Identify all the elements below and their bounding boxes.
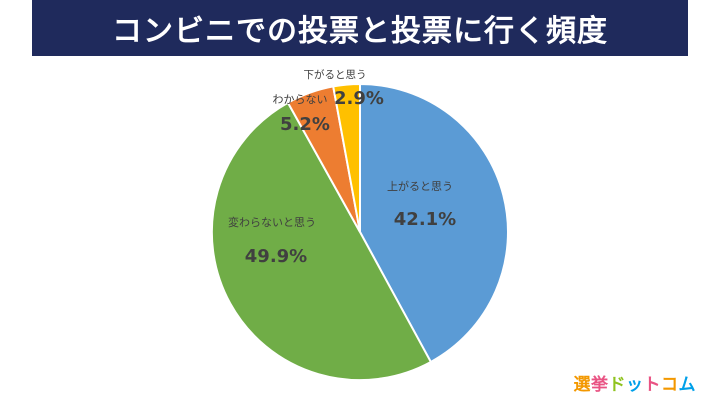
logo-char: コ — [661, 374, 679, 395]
slice-label-2: 変わらないと思う — [228, 215, 316, 229]
pie-labels: 上がると思う 42.1% 変わらないと思う 49.9% わからない 5.2% 下がると思う 2… — [228, 68, 456, 267]
slice-value-1: 42.1% — [394, 209, 456, 230]
logo-char: ッ — [626, 374, 644, 395]
chart-title: コンビニでの投票と投票に行く頻度 — [32, 0, 688, 56]
pie-slices — [210, 82, 509, 382]
slice-label-4: 下がると思う — [304, 68, 367, 81]
slice-label-1: 上がると思う — [387, 179, 453, 193]
slice-label-3: わからない — [273, 93, 328, 106]
slice-value-3: 5.2% — [280, 114, 330, 135]
logo-char: ド — [608, 374, 626, 395]
logo-char: ム — [678, 374, 696, 395]
brand-logo: 選挙ドットコム — [574, 369, 697, 395]
logo-char: 選 — [573, 374, 591, 395]
pie-slice-1 — [359, 82, 509, 364]
logo-char: 挙 — [591, 374, 609, 395]
slice-value-4: 2.9% — [334, 88, 384, 109]
logo-char: ト — [643, 374, 661, 395]
pie-slice-4 — [332, 82, 361, 233]
slice-value-2: 49.9% — [245, 246, 307, 267]
pie-slice-2 — [210, 101, 433, 382]
